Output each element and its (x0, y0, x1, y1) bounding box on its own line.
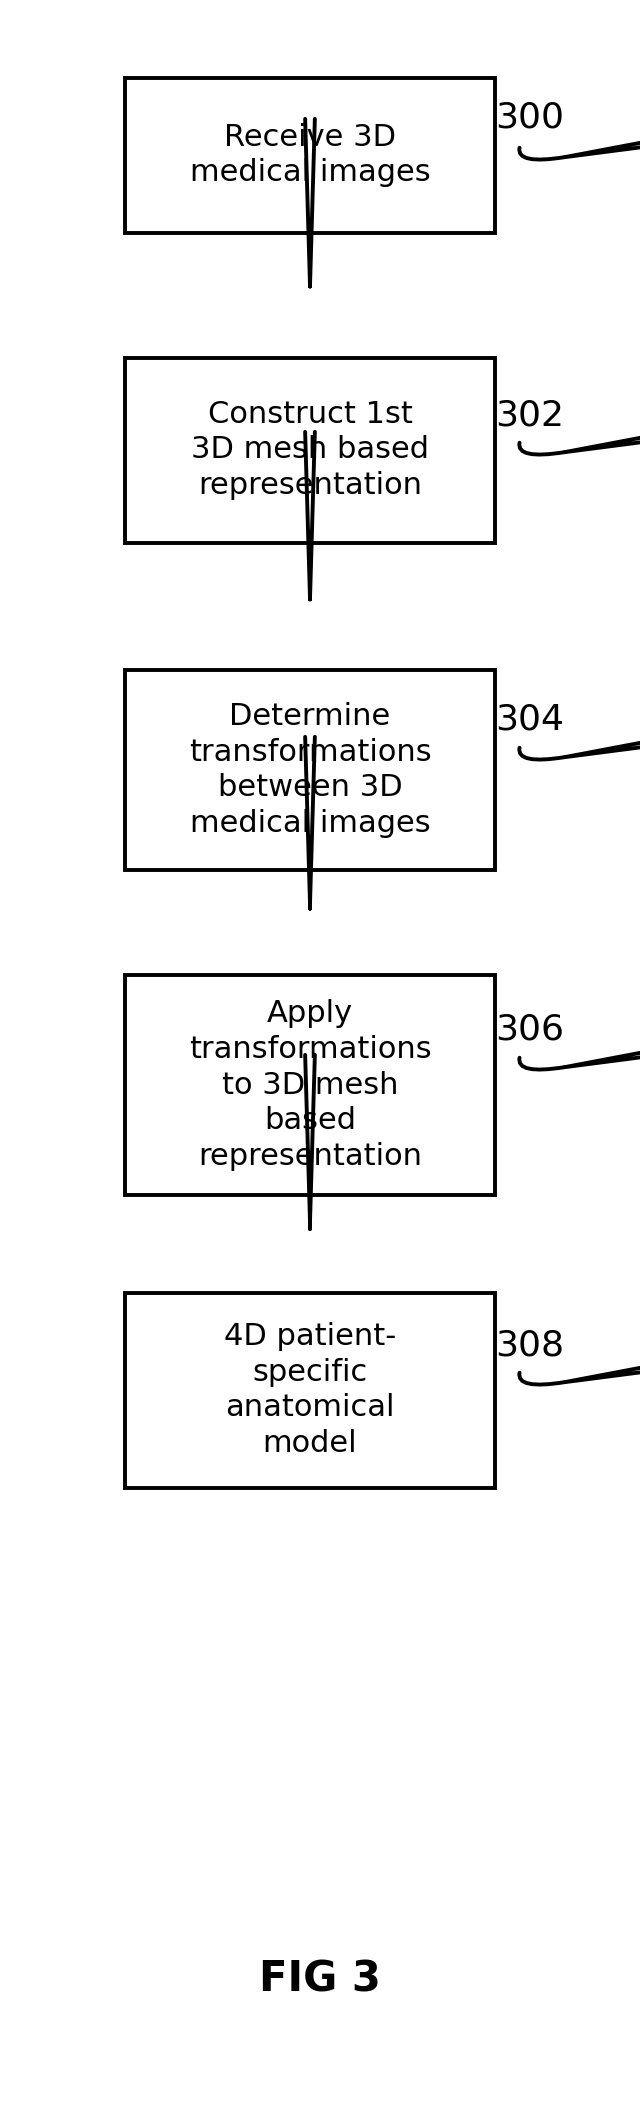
Bar (125, 76, 495, 232)
Text: 4D patient-
specific
anatomical
model: 4D patient- specific anatomical model (224, 1321, 396, 1459)
Bar (125, 975, 495, 1196)
Text: 300: 300 (495, 102, 564, 136)
Text: 304: 304 (495, 703, 564, 737)
Text: Construct 1st
3D mesh based
representation: Construct 1st 3D mesh based representati… (191, 399, 429, 501)
Text: Determine
transformations
between 3D
medical images: Determine transformations between 3D med… (189, 701, 431, 839)
Text: FIG 3: FIG 3 (259, 1958, 381, 2001)
Text: Receive 3D
medical images: Receive 3D medical images (189, 123, 430, 187)
Bar (125, 669, 495, 871)
Text: 308: 308 (495, 1328, 564, 1361)
Bar (125, 357, 495, 542)
Text: 302: 302 (495, 397, 564, 431)
Bar (125, 1294, 495, 1487)
Text: 306: 306 (495, 1013, 564, 1047)
Text: Apply
transformations
to 3D mesh
based
representation: Apply transformations to 3D mesh based r… (189, 998, 431, 1170)
